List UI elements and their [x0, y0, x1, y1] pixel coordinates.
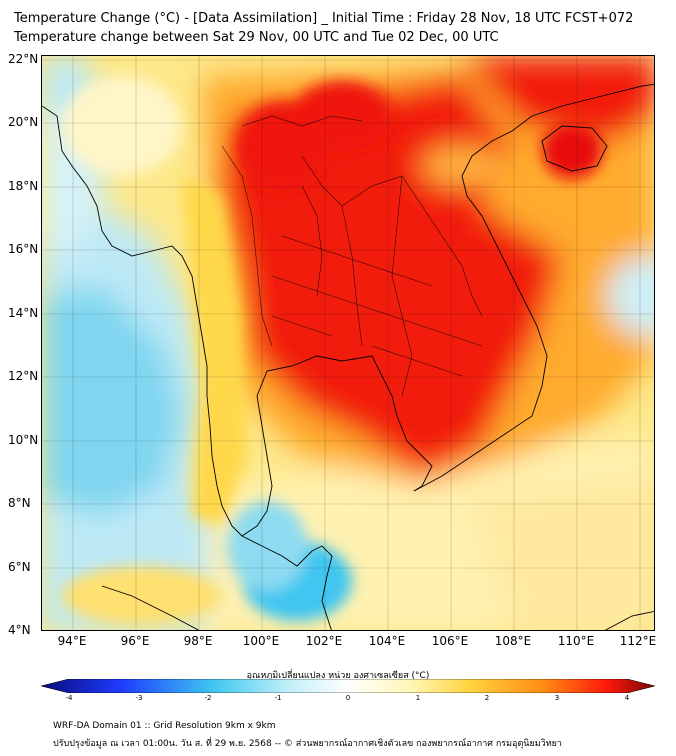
lat-label: 18°N — [8, 179, 39, 193]
admin-borders — [221, 115, 483, 397]
temperature-change-map — [41, 55, 655, 631]
colorbar-bar — [41, 679, 655, 693]
lat-label: 22°N — [8, 52, 39, 66]
lon-label: 100°E — [242, 634, 280, 648]
footer-model-info: WRF-DA Domain 01 :: Grid Resolution 9km … — [53, 721, 276, 731]
lat-label: 12°N — [8, 369, 39, 383]
lat-label: 6°N — [8, 560, 31, 574]
map-canvas — [42, 56, 654, 630]
colorbar-tick: -2 — [204, 694, 212, 702]
lat-label: 16°N — [8, 242, 39, 256]
colorbar-tick: 3 — [554, 694, 560, 702]
coastlines — [42, 83, 654, 630]
lon-label: 110°E — [557, 634, 595, 648]
colorbar-tick: 4 — [624, 694, 630, 702]
lon-label: 108°E — [494, 634, 532, 648]
lon-label: 104°E — [368, 634, 406, 648]
lat-label: 20°N — [8, 115, 39, 129]
colorbar-tick: -1 — [274, 694, 282, 702]
lat-label: 8°N — [8, 496, 31, 510]
colorbar-tick: 2 — [484, 694, 490, 702]
chart-subtitle: Temperature change between Sat 29 Nov, 0… — [14, 30, 499, 45]
lat-label: 4°N — [8, 623, 31, 637]
lon-label: 98°E — [183, 634, 213, 648]
lon-label: 102°E — [305, 634, 343, 648]
colorbar-tick: -4 — [65, 694, 73, 702]
footer-credit: ปรับปรุงข้อมูล ณ เวลา 01:00น. วัน ส. ที่… — [53, 739, 562, 749]
lon-label: 112°E — [619, 634, 657, 648]
lon-label: 94°E — [57, 634, 87, 648]
chart-title: Temperature Change (°C) - [Data Assimila… — [14, 11, 634, 26]
colorbar-tick: -3 — [135, 694, 143, 702]
colorbar — [41, 679, 655, 693]
lon-label: 96°E — [120, 634, 150, 648]
colorbar-title: อุณหภูมิเปลี่ยนแปลง หน่วย องศาเซลเซียส (… — [246, 671, 430, 681]
colorbar-tick: 0 — [345, 694, 351, 702]
field-detail — [62, 76, 602, 626]
lon-label: 106°E — [431, 634, 469, 648]
colorbar-tick: 1 — [415, 694, 421, 702]
lat-label: 14°N — [8, 306, 39, 320]
graticule — [42, 56, 654, 630]
lat-label: 10°N — [8, 433, 39, 447]
